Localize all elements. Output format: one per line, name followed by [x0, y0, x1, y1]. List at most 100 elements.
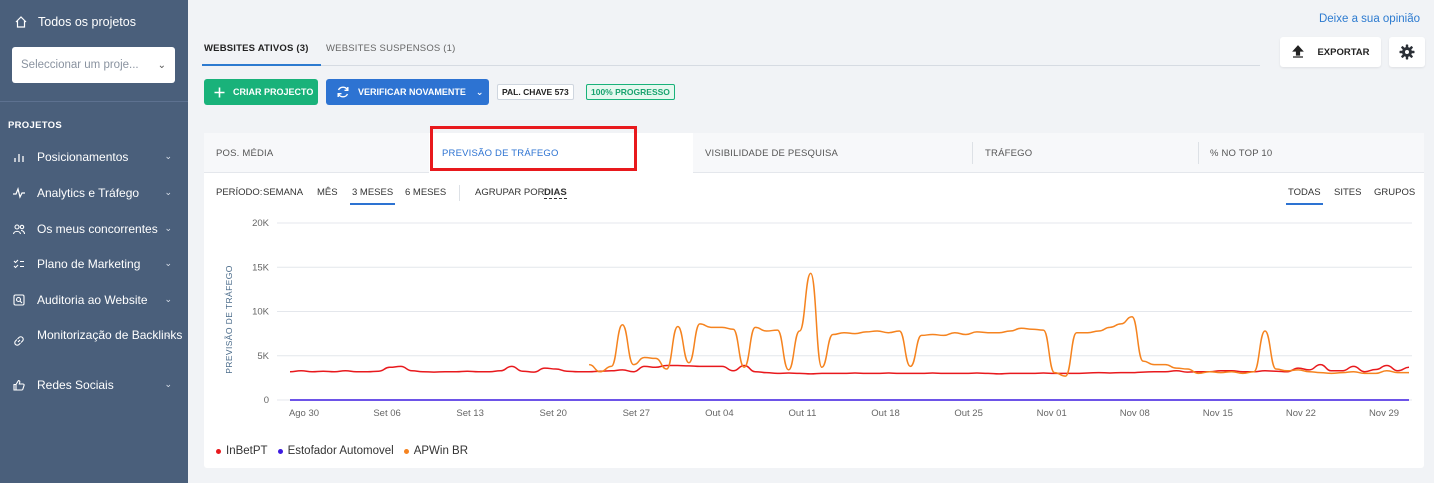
legend-item[interactable]: InBetPT [216, 445, 268, 457]
period-month[interactable]: MÊS [317, 187, 338, 198]
tab-suspended-websites[interactable]: WEBSITES SUSPENSOS (1) [326, 43, 456, 54]
x-tick-label: Nov 15 [1203, 408, 1233, 419]
group-by-select[interactable]: DIAS [544, 187, 567, 199]
verify-again-button[interactable]: VERIFICAR NOVAMENTE ⌄ [326, 79, 489, 105]
export-label: EXPORTAR [1317, 46, 1370, 58]
chevron-down-icon: ⌄ [164, 151, 172, 161]
period-3-months[interactable]: 3 MESES [349, 187, 396, 205]
chart-card: POS. MÉDIA PREVISÃO DE TRÁFEGO VISIBILID… [204, 133, 1424, 468]
tab-traffic-forecast[interactable]: PREVISÃO DE TRÁFEGO [429, 133, 693, 174]
y-tick-label: 0 [264, 395, 269, 406]
tab-avg-position[interactable]: POS. MÉDIA [216, 133, 273, 173]
legend-dot [403, 448, 409, 454]
all-projects-label: Todos os projetos [38, 15, 136, 29]
create-project-button[interactable]: CRIAR PROJECTO [204, 79, 318, 105]
x-tick-label: Out 18 [871, 408, 900, 419]
x-tick-label: Out 04 [705, 408, 734, 419]
website-tabs: WEBSITES ATIVOS (3) WEBSITES SUSPENSOS (… [202, 36, 1260, 66]
sidebar-item-label: Redes Sociais [37, 378, 114, 392]
checklist-icon [13, 259, 24, 269]
audit-icon [13, 294, 25, 306]
thumbs-up-icon [13, 379, 25, 391]
sidebar-item-label: Plano de Marketing [37, 257, 141, 271]
gear-icon [1399, 44, 1415, 60]
legend-item[interactable]: APWin BR [403, 445, 469, 457]
x-tick-label: Nov 08 [1120, 408, 1150, 419]
chevron-down-icon: ⌄ [164, 329, 172, 339]
period-week[interactable]: SEMANA [263, 187, 304, 198]
chevron-down-icon: ⌄ [164, 223, 172, 233]
y-tick-label: 15K [252, 262, 270, 273]
period-6-months[interactable]: 6 MESES [405, 187, 447, 198]
traffic-forecast-chart: 20K 15K 10K 5K 0 PREVISÃO DE TRÁFEGO Ago 30 Set… [224, 218, 1412, 419]
group-by-label: AGRUPAR POR: [475, 187, 548, 198]
filter-sites[interactable]: SITES [1334, 187, 1362, 198]
y-tick-label: 5K [257, 351, 269, 362]
legend-label: InBetPT [226, 445, 268, 457]
link-icon [14, 336, 24, 346]
tab-active-websites[interactable]: WEBSITES ATIVOS (3) [202, 43, 321, 66]
sidebar-item-positions[interactable]: Posicionamentos ⌄ [0, 150, 188, 164]
sidebar-item-competitors[interactable]: Os meus concorrentes ⌄ [0, 222, 188, 236]
chevron-down-icon: ⌄ [164, 258, 172, 268]
legend-item[interactable]: Estofador Automovel [277, 445, 394, 457]
chevron-down-icon: ⌄ [164, 379, 172, 389]
legend-label: Estofador Automovel [287, 445, 394, 457]
x-tick-label: Set 13 [456, 408, 483, 419]
sidebar-item-label: Monitorização de Backlinks [37, 328, 183, 342]
sidebar-item-social[interactable]: Redes Sociais ⌄ [0, 378, 188, 392]
sidebar-item-label: Os meus concorrentes [37, 222, 158, 236]
series-line-inbetpt [289, 363, 1410, 375]
sidebar-item-analytics[interactable]: Analytics e Tráfego ⌄ [0, 186, 188, 200]
verify-again-label: VERIFICAR NOVAMENTE [358, 87, 466, 97]
chevron-down-icon: ⌄ [164, 294, 172, 304]
all-projects-link[interactable]: Todos os projetos [14, 15, 136, 29]
x-tick-label: Nov 01 [1037, 408, 1067, 419]
export-button[interactable]: EXPORTAR [1280, 37, 1381, 67]
tab-search-visibility[interactable]: VISIBILIDADE DE PESQUISA [705, 133, 838, 173]
plus-icon [214, 87, 225, 97]
controls-divider [459, 185, 460, 201]
project-select-value: Seleccionar um proje... [21, 59, 139, 71]
sidebar-item-label: Auditoria ao Website [37, 293, 148, 307]
sidebar: Todos os projetos Seleccionar um proje..… [0, 0, 188, 483]
tab-divider [1198, 142, 1199, 164]
keywords-badge: PAL. CHAVE 573 [497, 84, 574, 100]
period-label: PERÍODO: [216, 187, 263, 198]
y-axis-label: PREVISÃO DE TRÁFEGO [224, 265, 234, 374]
metric-label: TRÁFEGO [985, 147, 1033, 159]
x-tick-label: Set 27 [623, 408, 650, 419]
series-line-apwin-br [588, 272, 1409, 377]
project-select[interactable]: Seleccionar um proje... ⌄ [12, 47, 175, 83]
chevron-down-icon: ⌄ [475, 86, 484, 97]
feedback-link[interactable]: Deixe a sua opinião [1318, 13, 1420, 25]
home-icon [15, 16, 27, 28]
tab-divider [972, 142, 973, 164]
x-tick-label: Ago 30 [289, 408, 319, 419]
x-tick-label: Nov 22 [1286, 408, 1316, 419]
metric-label: VISIBILIDADE DE PESQUISA [705, 147, 839, 159]
metric-label: POS. MÉDIA [216, 147, 274, 159]
metric-tabs: POS. MÉDIA PREVISÃO DE TRÁFEGO VISIBILID… [204, 133, 1424, 174]
x-tick-label: Out 25 [954, 408, 983, 419]
metric-label: % NO TOP 10 [1210, 147, 1273, 159]
sidebar-item-site-audit[interactable]: Auditoria ao Website ⌄ [0, 293, 188, 307]
tab-top10[interactable]: % NO TOP 10 [1210, 133, 1272, 173]
metric-label: PREVISÃO DE TRÁFEGO [442, 148, 559, 159]
filter-groups[interactable]: GRUPOS [1374, 187, 1416, 198]
tab-traffic[interactable]: TRÁFEGO [985, 133, 1032, 173]
filter-all[interactable]: TODAS [1286, 187, 1323, 205]
refresh-icon [337, 86, 349, 98]
x-tick-label: Nov 29 [1369, 408, 1399, 419]
legend-label: APWin BR [413, 445, 469, 457]
highlight-annotation [430, 126, 637, 171]
x-tick-label: Out 11 [789, 408, 817, 419]
legend-dot [277, 448, 283, 454]
y-tick-label: 20K [252, 218, 270, 229]
sidebar-item-backlinks[interactable]: Monitorização de Backlinks ⌄ [0, 328, 188, 347]
sidebar-item-marketing-plan[interactable]: Plano de Marketing ⌄ [0, 257, 188, 271]
upload-icon [1292, 45, 1305, 58]
chevron-down-icon: ⌄ [164, 187, 172, 197]
settings-button[interactable] [1389, 37, 1425, 67]
y-tick-label: 10K [252, 307, 270, 318]
